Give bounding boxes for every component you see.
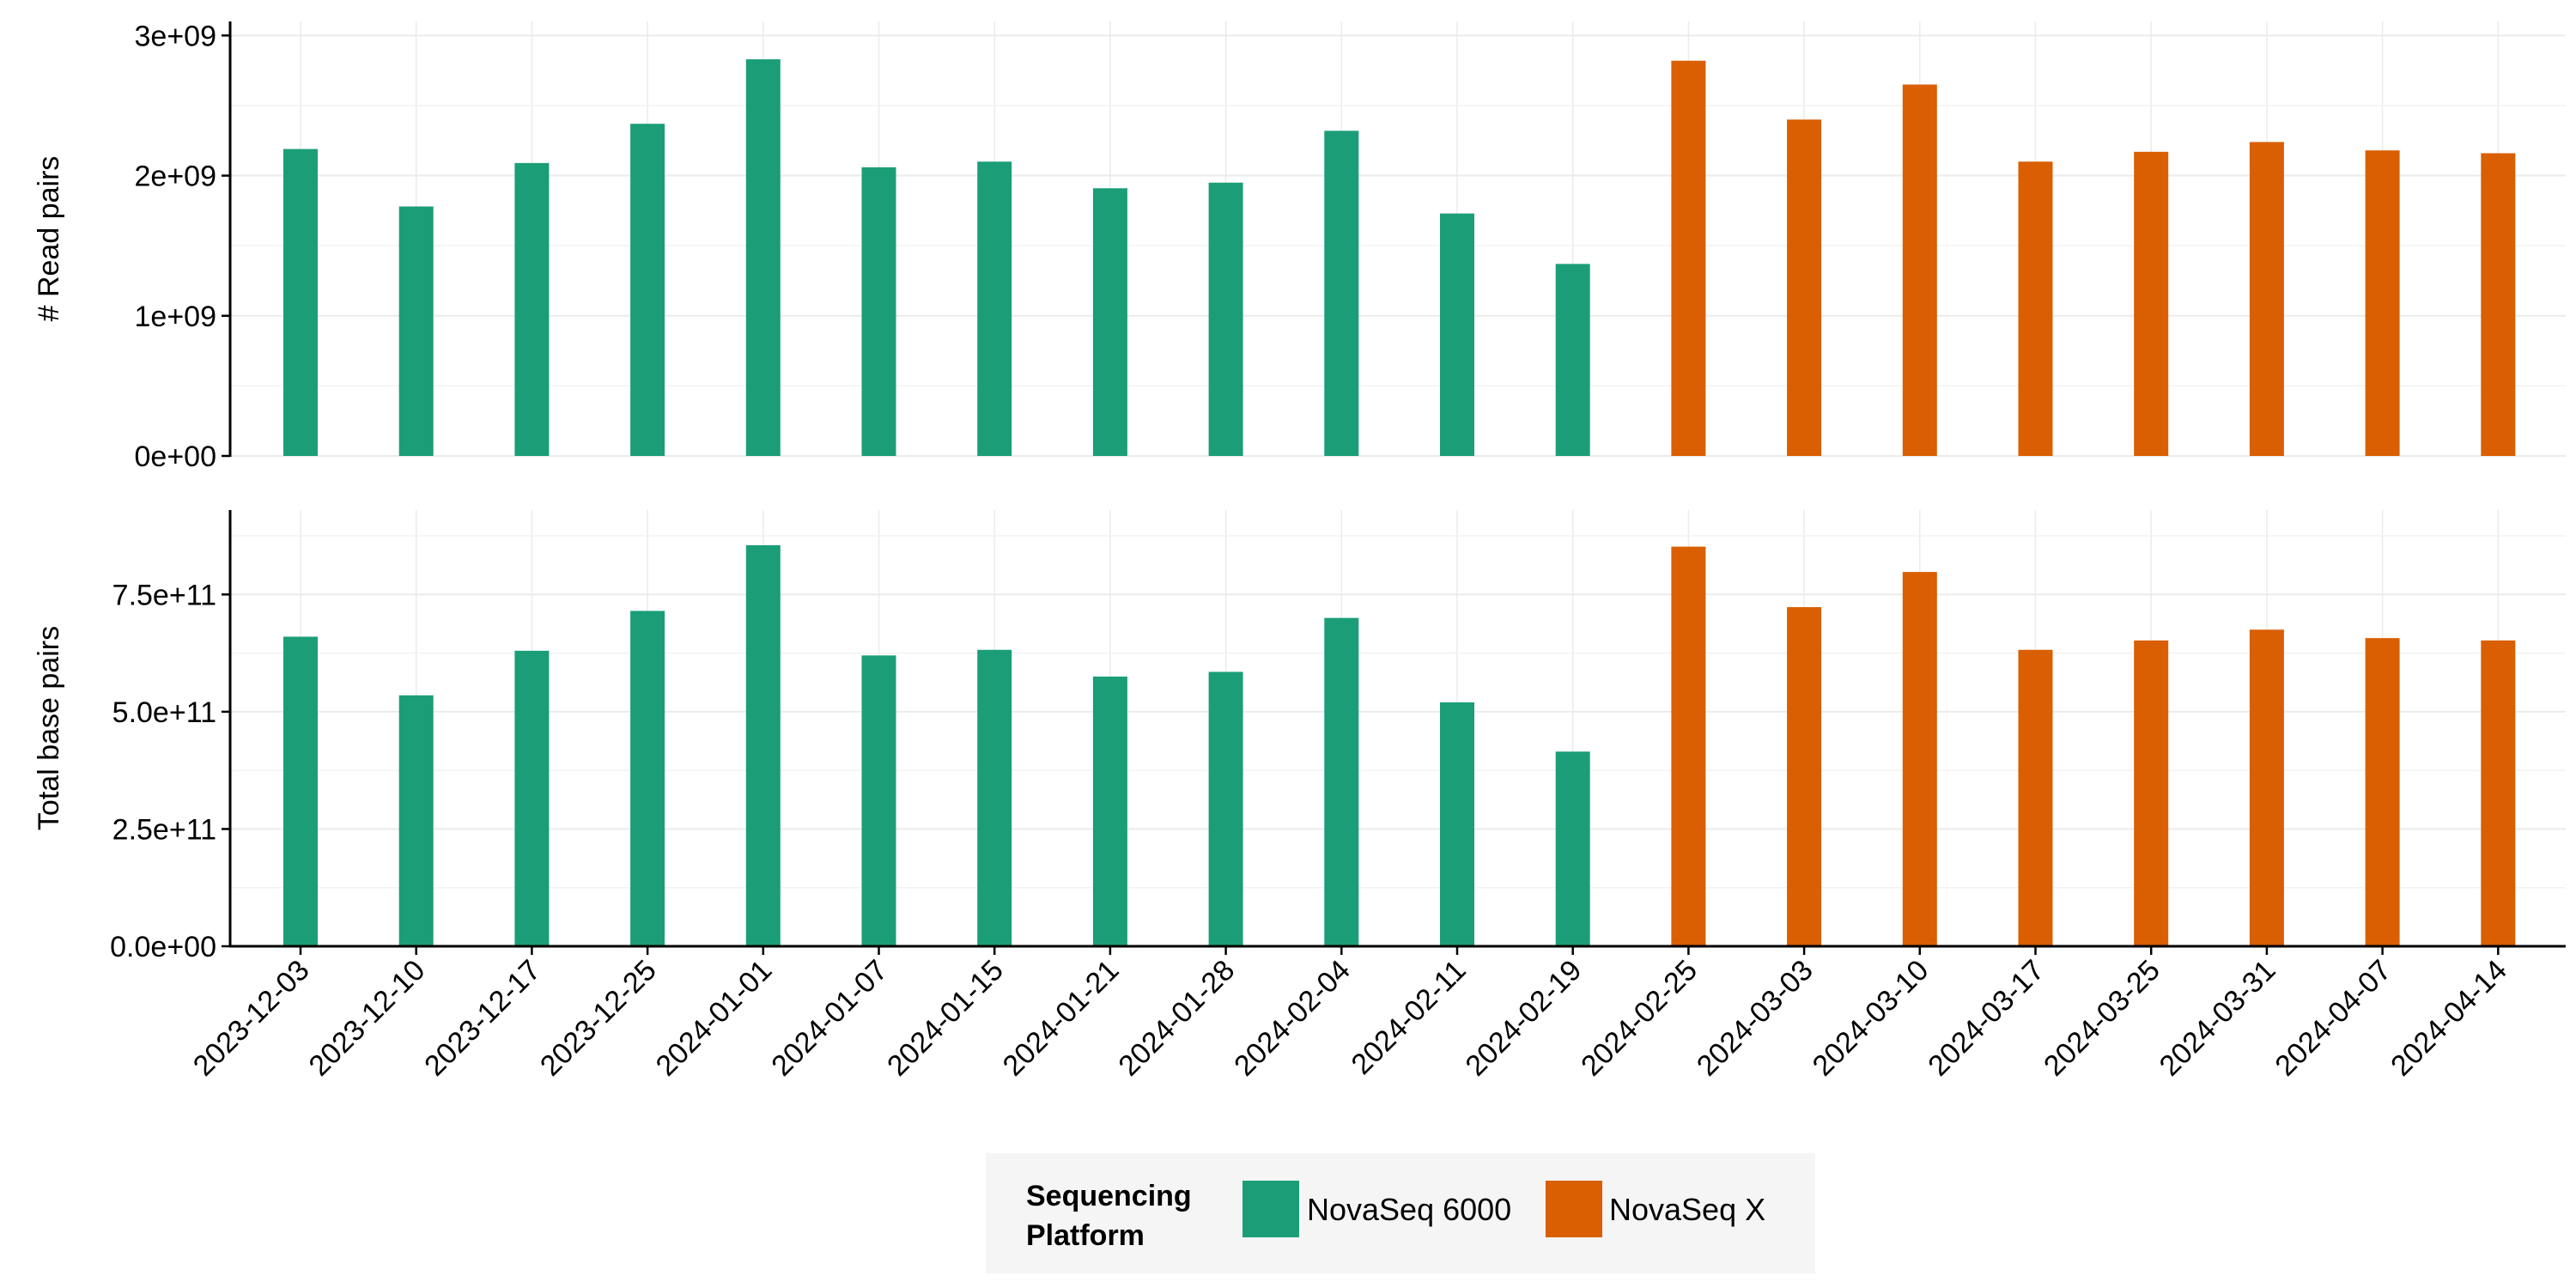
legend-label: NovaSeq 6000: [1307, 1192, 1511, 1227]
x-tick-label: 2024-03-10: [1807, 954, 1935, 1083]
bar-base-pairs-2024-02-11: [1440, 702, 1474, 946]
bar-base-pairs-2024-02-19: [1555, 751, 1590, 946]
bar-base-pairs-2024-02-04: [1324, 617, 1359, 946]
bar-read-pairs-2023-12-17: [514, 162, 550, 456]
y-tick-label: 0.0e+00: [110, 931, 216, 963]
y-axis-title: # Read pairs: [33, 156, 65, 322]
bar-base-pairs-2024-03-10: [1902, 572, 1937, 946]
x-tick-label: 2024-02-19: [1460, 954, 1589, 1083]
y-tick-label: 2.5e+11: [112, 813, 216, 846]
x-tick-label: 2024-02-11: [1346, 954, 1473, 1081]
bar-read-pairs-2024-03-03: [1787, 119, 1822, 457]
legend-title: Sequencing: [1026, 1180, 1192, 1212]
bar-read-pairs-2024-01-07: [861, 167, 896, 457]
legend-box: [986, 1153, 1815, 1273]
y-axis-title: Total base pairs: [33, 626, 65, 830]
bar-read-pairs-2024-02-11: [1440, 213, 1474, 456]
bar-base-pairs-2024-03-03: [1787, 607, 1822, 946]
x-tick-label: 2024-01-28: [1112, 954, 1241, 1083]
bar-read-pairs-2024-04-07: [2365, 150, 2400, 457]
y-tick-label: 5.0e+11: [112, 696, 216, 729]
bar-read-pairs-2023-12-25: [630, 124, 665, 456]
bar-base-pairs-2024-01-28: [1208, 671, 1243, 946]
bar-read-pairs-2024-02-25: [1671, 60, 1706, 457]
bar-read-pairs-2024-01-01: [745, 59, 781, 456]
bar-read-pairs-2023-12-03: [283, 149, 318, 457]
legend-title: Platform: [1026, 1219, 1145, 1252]
x-tick-label: 2024-01-01: [650, 954, 779, 1083]
bar-read-pairs-2024-02-04: [1324, 131, 1359, 456]
x-tick-label: 2024-01-21: [997, 954, 1126, 1083]
bar-base-pairs-2024-03-31: [2249, 629, 2284, 946]
bar-read-pairs-2024-01-28: [1208, 182, 1243, 457]
y-tick-label: 7.5e+11: [112, 579, 216, 611]
bar-read-pairs-2024-03-17: [2018, 161, 2053, 456]
y-tick-label: 1e+09: [135, 301, 217, 333]
bar-read-pairs-2024-01-21: [1092, 188, 1127, 456]
y-tick-label: 0e+00: [135, 440, 217, 473]
x-tick-label: 2024-03-31: [2154, 954, 2282, 1083]
bar-base-pairs-2024-01-07: [861, 655, 896, 946]
x-tick-label: 2024-01-15: [881, 954, 1010, 1083]
x-tick-label: 2024-01-07: [765, 954, 894, 1083]
bar-read-pairs-2024-03-25: [2134, 151, 2169, 457]
bar-base-pairs-2024-01-01: [745, 544, 781, 946]
x-tick-label: 2023-12-17: [418, 954, 547, 1083]
bar-base-pairs-2023-12-03: [283, 636, 318, 946]
x-tick-label: 2024-03-03: [1691, 954, 1820, 1083]
bar-base-pairs-2023-12-25: [630, 611, 665, 946]
y-tick-label: 2e+09: [135, 161, 217, 193]
bar-base-pairs-2024-03-17: [2018, 649, 2053, 946]
legend-key-novaseq-6000: [1242, 1181, 1299, 1237]
bar-base-pairs-2024-04-07: [2365, 638, 2400, 946]
x-tick-label: 2024-03-17: [1922, 954, 2050, 1083]
x-tick-label: 2024-04-07: [2269, 954, 2397, 1083]
x-tick-label: 2023-12-25: [534, 954, 663, 1083]
x-tick-label: 2024-03-25: [2038, 954, 2166, 1083]
x-tick-label: 2023-12-10: [303, 954, 432, 1083]
bar-read-pairs-2023-12-10: [398, 206, 434, 456]
bar-base-pairs-2024-04-14: [2481, 640, 2516, 946]
bar-base-pairs-2023-12-17: [514, 650, 550, 946]
bar-base-pairs-2024-03-25: [2134, 640, 2169, 946]
bar-read-pairs-2024-01-15: [977, 161, 1012, 456]
bar-read-pairs-2024-02-19: [1555, 264, 1590, 456]
x-tick-label: 2024-02-04: [1228, 954, 1357, 1083]
bar-read-pairs-2024-03-31: [2249, 142, 2284, 456]
bar-base-pairs-2024-02-25: [1671, 546, 1706, 946]
bar-base-pairs-2023-12-10: [398, 695, 434, 946]
y-tick-label: 3e+09: [135, 20, 217, 52]
bar-read-pairs-2024-03-10: [1902, 84, 1937, 457]
legend-label: NovaSeq X: [1609, 1192, 1765, 1227]
x-tick-label: 2024-04-14: [2385, 954, 2513, 1083]
bar-read-pairs-2024-04-14: [2481, 153, 2516, 456]
legend-key-novaseq-x: [1546, 1181, 1602, 1237]
x-tick-label: 2024-02-25: [1575, 954, 1704, 1083]
bar-base-pairs-2024-01-21: [1092, 676, 1127, 946]
bar-base-pairs-2024-01-15: [977, 649, 1012, 946]
x-tick-label: 2023-12-03: [187, 954, 316, 1083]
